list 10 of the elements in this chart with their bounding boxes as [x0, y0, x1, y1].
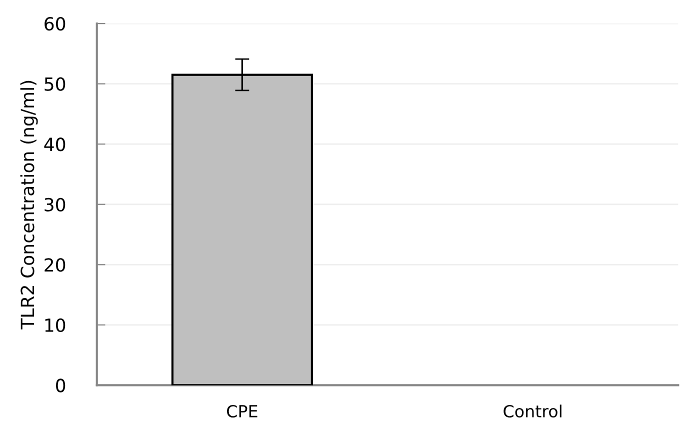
- y-tick-label: 40: [44, 138, 66, 152]
- y-tick-label: 0: [56, 378, 66, 392]
- y-tick-label: 50: [44, 77, 66, 91]
- x-tick-label: Control: [504, 404, 562, 418]
- y-tick-label: 30: [44, 198, 66, 212]
- y-tick-label: 60: [44, 17, 66, 31]
- y-tick-label: 20: [44, 258, 66, 272]
- y-tick-label: 10: [45, 318, 66, 332]
- y-axis-title: TLR2 Concentration (ng/ml): [20, 80, 38, 330]
- x-tick-label: CPE: [227, 404, 258, 418]
